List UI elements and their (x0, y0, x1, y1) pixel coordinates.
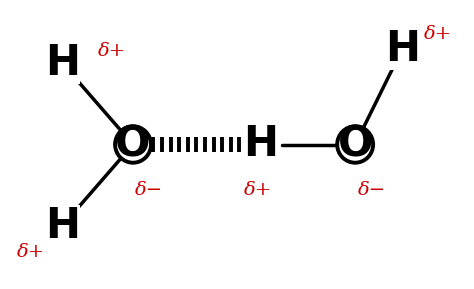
Text: O: O (115, 123, 151, 166)
Text: δ+: δ+ (98, 42, 126, 60)
Text: O: O (337, 123, 373, 166)
Circle shape (117, 128, 149, 161)
Text: δ+: δ+ (17, 243, 46, 261)
Text: δ+: δ+ (424, 25, 452, 43)
Text: δ−: δ− (136, 181, 164, 199)
Circle shape (339, 128, 372, 161)
Text: H: H (385, 28, 420, 70)
Text: H: H (243, 123, 278, 166)
Text: H: H (45, 205, 80, 247)
Text: δ+: δ+ (244, 181, 272, 199)
Text: H: H (45, 42, 80, 84)
Text: δ−: δ− (357, 181, 386, 199)
